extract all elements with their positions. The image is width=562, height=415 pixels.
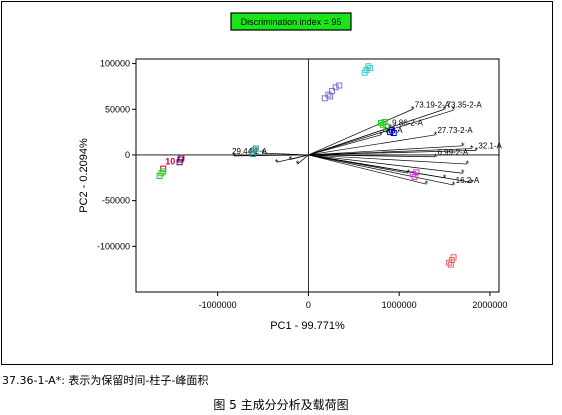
- loading-vector: [308, 154, 427, 185]
- loading-marker: *: [443, 104, 447, 114]
- data-point: [365, 63, 372, 70]
- data-point: [321, 95, 328, 102]
- loading-marker: *: [452, 105, 456, 115]
- data-point: [329, 87, 336, 94]
- loading-label: 16.2-A: [456, 176, 480, 185]
- loading-marker: *: [411, 104, 415, 114]
- y-tick-label: 50000: [105, 104, 130, 114]
- data-point: [158, 170, 165, 177]
- loading-vector: [308, 109, 454, 156]
- loading-marker: *: [443, 173, 447, 183]
- y-axis-label: PC2 - 0.2094%: [78, 138, 90, 213]
- loading-label: 27.73-2-A: [437, 126, 473, 135]
- data-point: [336, 82, 343, 89]
- loading-label: 73.35-2-A: [447, 100, 483, 109]
- figure-caption: 图 5 主成分分析及载荷图: [213, 398, 349, 412]
- loading-vector: [308, 134, 436, 156]
- data-point: [413, 169, 420, 176]
- data-point: [160, 168, 167, 175]
- data-point: [250, 147, 257, 154]
- loading-marker: *: [289, 155, 293, 165]
- loading-label: 6.99-2-A: [437, 148, 468, 157]
- loading-vector: [234, 154, 309, 157]
- data-point: [178, 154, 185, 161]
- x-tick-label: -1000000: [199, 300, 237, 310]
- x-axis-label: PC1 - 99.771%: [270, 320, 345, 332]
- loading-vector: [308, 145, 463, 156]
- loading-marker: *: [232, 151, 236, 161]
- loading-marker: *: [434, 130, 438, 140]
- data-point: [378, 119, 385, 126]
- data-point: [383, 123, 390, 130]
- plot-area: [135, 58, 500, 293]
- data-point: [363, 66, 370, 73]
- data-point: [177, 156, 184, 163]
- figure-frame: Discrimination index = 95 -1000000 0 100000…: [1, 1, 553, 365]
- loading-marker: *: [406, 168, 410, 178]
- data-point: [249, 149, 256, 156]
- loading-marker: *: [461, 168, 465, 178]
- loading-label: 32.1-A: [478, 141, 502, 150]
- data-point: [327, 93, 334, 100]
- loading-marker: *: [275, 157, 279, 167]
- loading-marker: *: [461, 141, 465, 151]
- loading-marker: *: [470, 144, 474, 154]
- y-tick-label: -50000: [102, 196, 130, 206]
- loading-vector: [308, 154, 463, 174]
- loading-marker: *: [475, 145, 479, 155]
- loading-marker: *: [434, 152, 438, 162]
- loading-vector: [308, 108, 413, 156]
- data-point: [387, 129, 394, 136]
- data-point: [250, 151, 257, 158]
- data-point: [450, 254, 457, 261]
- loading-vector: [263, 152, 309, 156]
- data-point: [332, 84, 339, 91]
- loading-label: 73.19-2-A: [415, 100, 451, 109]
- loading-vector: [308, 154, 409, 174]
- loading-vector: [297, 154, 309, 165]
- x-tick-label: 2000000: [472, 300, 507, 310]
- loading-vector: [308, 154, 436, 158]
- loading-label: 9.86-2-A: [392, 119, 423, 128]
- x-tick-label: 1000000: [382, 300, 417, 310]
- loading-vector: [308, 150, 477, 156]
- loading-vector: [290, 154, 309, 160]
- loading-marker: *: [452, 180, 456, 190]
- y-tick-label: 0: [125, 150, 130, 160]
- pca-biplot: Discrimination index = 95-1000000 0 100000…: [78, 12, 507, 332]
- y-tick-label: 100000: [100, 59, 130, 69]
- footnote: 37.36-1-A*: 表示为保留时间-柱子-峰面积: [2, 374, 209, 387]
- x-tick-label: 0: [306, 300, 311, 310]
- data-point: [447, 261, 454, 268]
- chart-title: Discrimination index = 95: [241, 17, 342, 27]
- y-tick-label: -100000: [97, 241, 130, 251]
- loading-marker: *: [379, 130, 383, 140]
- loading-marker: *: [465, 159, 469, 169]
- data-point: [367, 65, 374, 72]
- loading-vector: [308, 154, 468, 165]
- data-point: [325, 91, 332, 98]
- loading-vector: [308, 154, 454, 186]
- loading-marker: *: [425, 179, 429, 189]
- loading-marker: *: [470, 177, 474, 187]
- loading-vector: [308, 134, 382, 156]
- data-point: [390, 130, 397, 137]
- loading-marker: *: [261, 148, 265, 158]
- loading-marker: *: [296, 159, 300, 169]
- chart-title-box: [230, 12, 352, 31]
- loading-vector: [308, 127, 391, 156]
- group-label: 10: [165, 157, 175, 167]
